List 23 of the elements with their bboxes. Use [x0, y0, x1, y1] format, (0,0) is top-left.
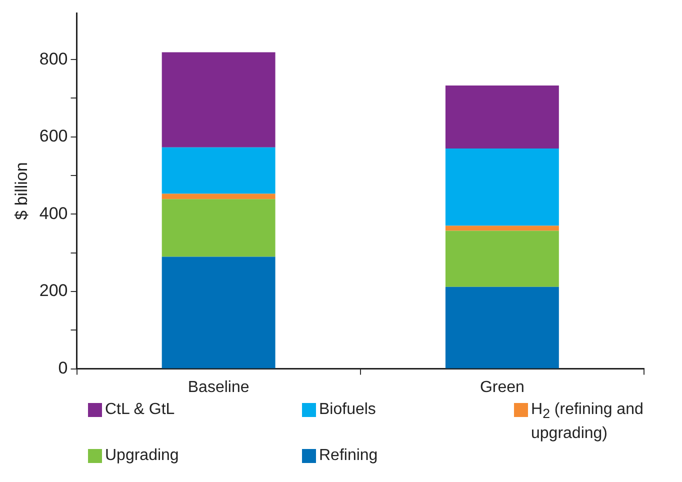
bar [445, 226, 559, 231]
y-tick-label: 0 [58, 358, 68, 378]
y-tick-label: 600 [39, 126, 68, 146]
legend-label: Upgrading [105, 446, 179, 466]
bar [162, 199, 276, 257]
bar [162, 147, 276, 194]
y-tick-label: 200 [39, 281, 68, 300]
x-tick-label: Green [480, 378, 524, 396]
legend-label: CtL & GtL [105, 400, 175, 420]
legend-label: Biofuels [319, 400, 376, 420]
x-tick-label: Baseline [188, 378, 250, 396]
bar [162, 52, 276, 148]
legend-label: Refining [319, 446, 378, 466]
legend-label: H$_{2}$ (refining and upgrading) [531, 400, 644, 444]
bar [445, 286, 559, 368]
y-tick-label: 400 [39, 204, 68, 223]
bar [162, 194, 276, 200]
y-tick-label: 800 [39, 49, 68, 68]
bar [445, 230, 559, 287]
y-axis-title: $ billion [12, 162, 31, 220]
bar [162, 256, 276, 368]
bar [445, 148, 559, 226]
bar [445, 85, 559, 148]
